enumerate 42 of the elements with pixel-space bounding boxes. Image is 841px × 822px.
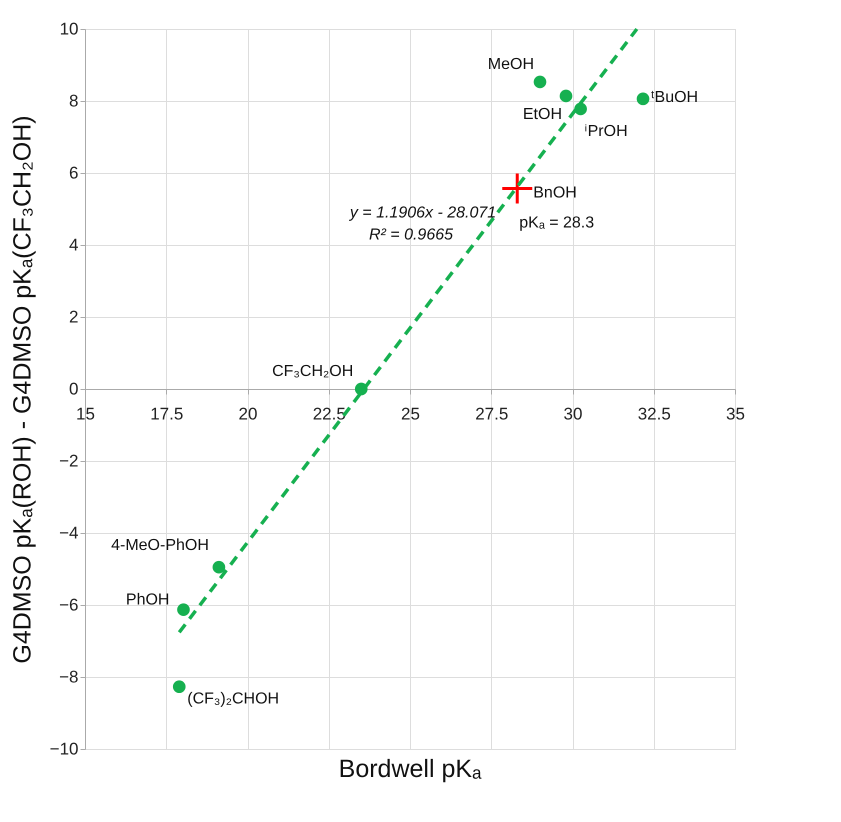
- x-tick-label: 22.5: [312, 404, 346, 424]
- point: [560, 90, 572, 102]
- x-tick-label: 27.5: [475, 404, 508, 424]
- point: [212, 560, 226, 574]
- y-tick-label: 4: [69, 236, 78, 254]
- x-tick-label: 20: [238, 404, 258, 424]
- point: [636, 92, 650, 106]
- annotation: pKₐ = 28.3: [519, 214, 594, 232]
- x-tick-label: 25: [401, 404, 420, 424]
- annotation: 4-MeO-PhOH: [111, 537, 209, 554]
- y-tick-label: 6: [69, 164, 78, 182]
- y-tick-label: 0: [69, 380, 78, 398]
- y-tick-label: 2: [69, 308, 78, 326]
- point: [534, 76, 546, 88]
- y-tick-label: −4: [59, 524, 78, 542]
- x-axis-title: Bordwell pKₐ: [338, 755, 482, 783]
- annotation: EtOH: [522, 106, 562, 123]
- x-tick-label: 35: [726, 404, 745, 424]
- x-tick-label: 15: [76, 404, 95, 424]
- annotation: PhOH: [126, 592, 170, 609]
- x-tick-label: 32.5: [638, 404, 671, 424]
- point: [177, 603, 190, 616]
- point: [574, 102, 587, 116]
- x-tick-label: 17.5: [150, 404, 184, 424]
- y-tick-label: −6: [59, 596, 78, 614]
- y-axis-title: G4DMSO pKₐ(ROH) - G4DMSO pKₐ(CF₃CH₂OH): [8, 115, 37, 664]
- annotation: BnOH: [533, 184, 577, 202]
- x-tick-label: 30: [564, 404, 582, 424]
- y-tick-label: 8: [69, 92, 78, 110]
- annotation: ⁱPrOH: [584, 122, 628, 140]
- annotation: (CF₃)₂CHOH: [187, 690, 280, 708]
- annotation: y = 1.1906x - 28.071: [348, 204, 496, 222]
- y-tick-label: −8: [59, 668, 78, 686]
- y-tick-label: −10: [50, 740, 78, 758]
- y-tick-label: −2: [59, 452, 78, 470]
- annotation: MeOH: [488, 56, 534, 73]
- point: [172, 680, 186, 694]
- annotation: CF₃CH₂OH: [272, 363, 354, 380]
- point: [502, 173, 532, 204]
- annotation: R² = 0.9665: [368, 226, 454, 244]
- y-tick-label: 10: [60, 20, 78, 38]
- annotation: ᵗBuOH: [651, 88, 698, 106]
